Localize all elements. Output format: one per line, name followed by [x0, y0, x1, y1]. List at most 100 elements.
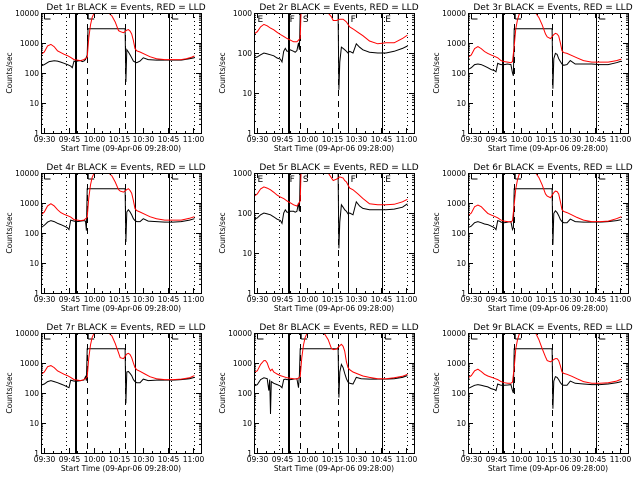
x-axis-label: Start Time (09-Apr-06 09:28:00) [488, 144, 608, 153]
x-tick-label: 10:00 [511, 455, 533, 464]
x-tick-label: 10:45 [371, 135, 393, 144]
y-axis-label: Counts/sec [218, 212, 227, 253]
x-tick-label: 09:45 [59, 295, 81, 304]
mode-flag-mark [43, 174, 51, 180]
y-tick-label: 10 [456, 259, 466, 268]
x-tick-label: 10:45 [371, 295, 393, 304]
y-tick-label: 10 [29, 419, 39, 428]
mode-flag-mark [171, 174, 179, 180]
x-tick-label: 10:15 [109, 135, 131, 144]
mode-flag-label: E [385, 15, 391, 25]
panel-det-1r: 1 10 100 1000 10000 09:30 09:45 10:00 10:15 10:30… [0, 0, 213, 160]
chart-svg: 1 10 100 1000 10000 09:30 09:45 10:00 10:15 10:30… [218, 323, 419, 473]
x-tick-label: 10:15 [322, 135, 344, 144]
y-tick-label: 10000 [15, 9, 39, 18]
y-tick-label: 1000 [447, 39, 466, 48]
mode-flag-mark [300, 334, 308, 340]
panel-det-4r: 1 10 100 1000 10000 09:30 09:45 10:00 10:15 10:30… [0, 160, 213, 320]
y-tick-label: 1000 [447, 359, 466, 368]
y-tick-label: 1 [461, 129, 466, 138]
y-tick-label: 10000 [15, 329, 39, 338]
x-tick-label: 10:00 [297, 295, 319, 304]
series-lld [254, 333, 408, 380]
y-axis-label: Counts/sec [5, 52, 14, 93]
x-tick-label: 10:30 [560, 455, 582, 464]
mode-flag-mark [470, 174, 478, 180]
y-tick-label: 1 [34, 449, 39, 458]
y-tick-label: 1 [247, 449, 252, 458]
y-tick-label: 10 [456, 419, 466, 428]
x-tick-label: 09:45 [486, 295, 508, 304]
x-tick-label: 10:30 [346, 135, 368, 144]
panel-det-9r: 1 10 100 1000 10000 09:30 09:45 10:00 10:15 10:30… [427, 320, 640, 480]
mode-flag-label: F [290, 175, 295, 185]
x-tick-label: 10:15 [322, 455, 344, 464]
y-tick-label: 10 [29, 259, 39, 268]
y-tick-label: 100 [25, 229, 40, 238]
x-tick-label: 09:45 [272, 135, 294, 144]
x-tick-label: 11:00 [183, 295, 205, 304]
y-axis-label: Counts/sec [5, 372, 14, 413]
mode-flag-mark [43, 14, 51, 20]
y-axis-label: Counts/sec [432, 372, 441, 413]
panel-det-8r: 1 10 100 1000 10000 09:30 09:45 10:00 10:15 10:30… [213, 320, 426, 480]
x-tick-label: 10:15 [109, 295, 131, 304]
panel-det-2r: E F S F E 1 10 100 1000 09:30 09:45 10:00 10:15 10:30… [213, 0, 426, 160]
x-axis-label: Start Time (09-Apr-06 09:28:00) [61, 144, 181, 153]
mode-flag-label: E [257, 175, 263, 185]
y-tick-label: 10000 [442, 329, 466, 338]
plot-frame [254, 333, 415, 454]
mode-flag-mark [470, 14, 478, 20]
plot-frame [468, 13, 629, 134]
mode-flag-label: F [351, 175, 356, 185]
mode-flag-label: S [303, 175, 309, 185]
chart-title: Det 2r BLACK = Events, RED = LLD [259, 3, 418, 13]
mode-flag-mark [87, 174, 95, 180]
y-tick-label: 10000 [15, 169, 39, 178]
x-tick-label: 09:30 [247, 135, 269, 144]
x-tick-label: 10:00 [511, 135, 533, 144]
x-tick-label: 11:00 [183, 455, 205, 464]
y-tick-label: 10000 [442, 9, 466, 18]
y-tick-label: 1 [247, 289, 252, 298]
y-tick-label: 10 [242, 89, 252, 98]
mode-flag-mark [171, 334, 179, 340]
panel-det-7r: 1 10 100 1000 10000 09:30 09:45 10:00 10:15 10:30… [0, 320, 213, 480]
x-tick-label: 10:30 [133, 135, 155, 144]
mode-flag-mark [87, 14, 95, 20]
y-tick-label: 1000 [20, 199, 39, 208]
x-tick-label: 11:00 [183, 135, 205, 144]
chart-title: Det 8r BLACK = Events, RED = LLD [259, 323, 418, 333]
series-lld [254, 173, 408, 207]
chart-title: Det 7r BLACK = Events, RED = LLD [46, 323, 205, 333]
chart-title: Det 9r BLACK = Events, RED = LLD [473, 323, 632, 333]
x-tick-label: 10:45 [371, 455, 393, 464]
x-tick-label: 10:15 [322, 295, 344, 304]
x-tick-label: 11:00 [610, 455, 632, 464]
x-tick-label: 09:30 [247, 295, 269, 304]
plot-frame [468, 173, 629, 294]
x-tick-label: 10:00 [84, 295, 106, 304]
mode-flag-mark [598, 14, 606, 20]
y-tick-label: 1 [34, 129, 39, 138]
mode-flag-mark [171, 14, 179, 20]
x-tick-label: 10:15 [536, 135, 558, 144]
y-axis-label: Counts/sec [218, 372, 227, 413]
x-tick-label: 10:15 [109, 455, 131, 464]
mode-flag-mark [43, 334, 51, 340]
x-tick-label: 10:45 [158, 135, 180, 144]
y-tick-label: 10 [456, 99, 466, 108]
x-tick-label: 10:45 [158, 455, 180, 464]
chart-svg: 1 10 100 1000 10000 09:30 09:45 10:00 10:15 10:30… [5, 323, 206, 473]
y-tick-label: 100 [452, 69, 467, 78]
mode-flag-label: F [290, 15, 295, 25]
x-tick-label: 09:30 [461, 455, 483, 464]
x-tick-label: 10:30 [133, 295, 155, 304]
mode-flag-label: F [351, 15, 356, 25]
panel-det-5r: E F S F E 1 10 100 1000 09:30 09:45 10:00 10:15 10:30… [213, 160, 426, 320]
mode-flag-mark [470, 334, 478, 340]
x-tick-label: 11:00 [610, 295, 632, 304]
plot-frame [468, 333, 629, 454]
